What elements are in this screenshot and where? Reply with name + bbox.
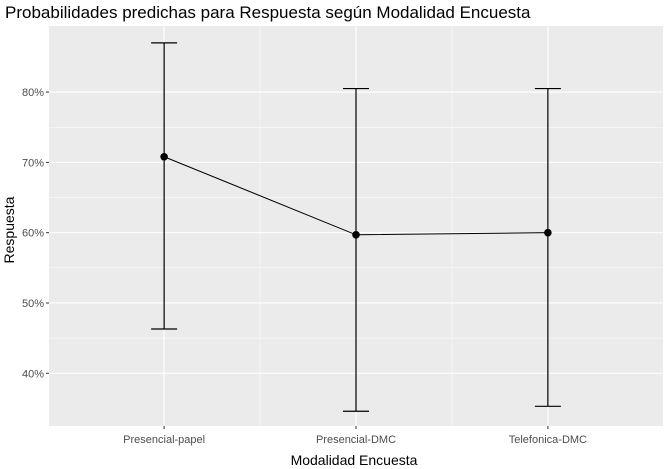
data-point <box>352 230 360 239</box>
x-tick-label: Presencial-DMC <box>316 434 396 446</box>
y-tick-label: 60% <box>22 228 44 240</box>
x-axis-title: Modalidad Encuesta <box>291 452 418 468</box>
data-point <box>544 228 552 237</box>
y-tick-label: 40% <box>22 368 44 380</box>
error-bar <box>534 87 561 407</box>
axes: 40% 50% 60% 70% 80% Presencial-papel Presencia… <box>22 87 587 446</box>
data-series <box>151 42 561 412</box>
error-bar <box>343 87 369 412</box>
y-tick-label: 80% <box>22 87 44 99</box>
error-bar <box>151 42 178 330</box>
y-tick-label: 50% <box>22 298 44 310</box>
x-tick-label: Telefonica-DMC <box>509 434 587 446</box>
x-tick-label: Presencial-papel <box>123 434 205 446</box>
y-axis-title: Respuesta <box>1 196 17 263</box>
data-point <box>160 152 168 161</box>
y-tick-label: 70% <box>22 157 44 169</box>
chart-title: Probabilidades predichas para Respuesta … <box>5 3 531 22</box>
